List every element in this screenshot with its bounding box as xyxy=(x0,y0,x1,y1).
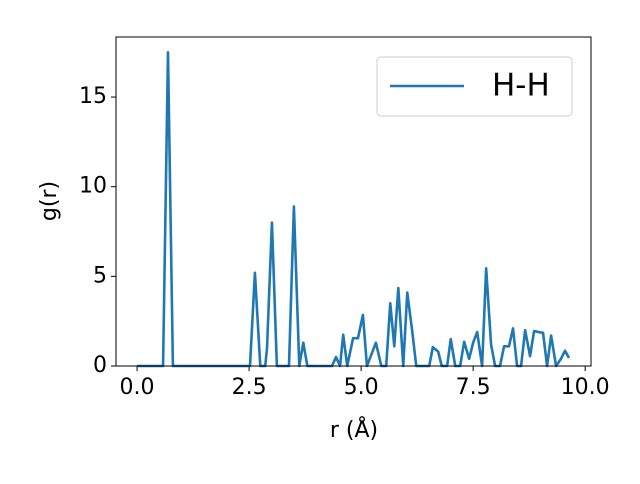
x-tick-label: 2.5 xyxy=(232,375,267,400)
x-tick-label: 7.5 xyxy=(456,375,491,400)
y-tick-label: 0 xyxy=(93,353,107,378)
y-tick-label: 10 xyxy=(79,174,107,199)
x-tick-label: 0.0 xyxy=(120,375,155,400)
y-axis-label: g(r) xyxy=(37,181,62,221)
legend-box xyxy=(376,56,573,117)
x-tick-label: 5.0 xyxy=(344,375,379,400)
axes-frame xyxy=(115,36,592,367)
x-tick-label: 10.0 xyxy=(561,375,610,400)
y-tick-label: 15 xyxy=(79,84,107,109)
y-tick-label: 5 xyxy=(93,263,107,288)
x-axis-label: r (Å) xyxy=(330,416,378,443)
legend-label: H-H xyxy=(492,68,550,104)
